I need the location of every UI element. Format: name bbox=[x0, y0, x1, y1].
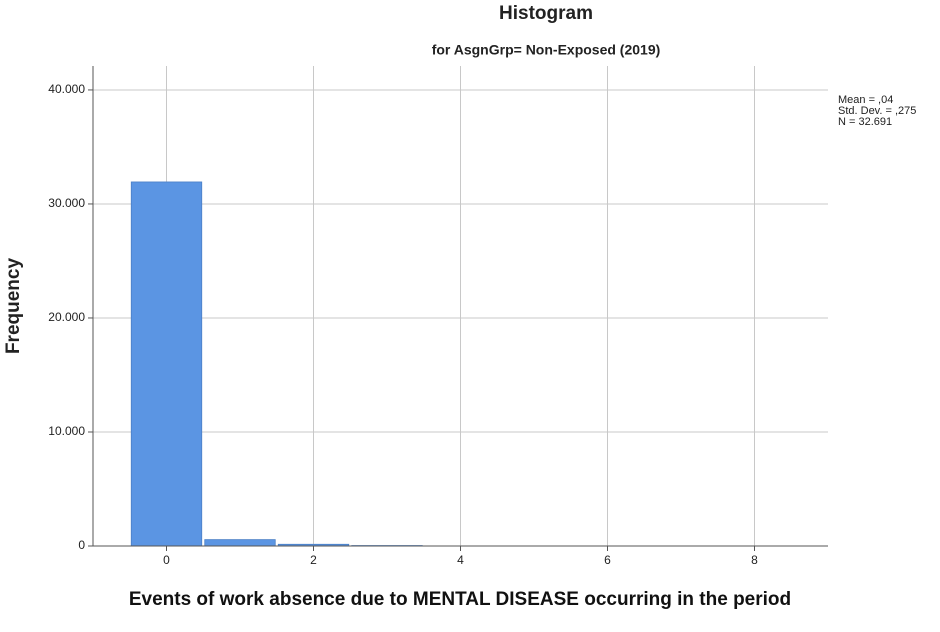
annotation: N = 32.691 bbox=[838, 116, 892, 128]
x-tick-label: 8 bbox=[751, 553, 758, 567]
chart-title: Histogram bbox=[499, 3, 593, 24]
bar bbox=[204, 539, 276, 547]
x-tick-label: 6 bbox=[604, 553, 611, 567]
y-tick-label: 40.000 bbox=[48, 82, 85, 96]
annotation: Mean = ,04 bbox=[838, 94, 893, 106]
y-tick-label: 0 bbox=[78, 538, 85, 552]
y-tick-label: 20.000 bbox=[48, 310, 85, 324]
x-tick-label: 2 bbox=[310, 553, 317, 567]
y-tick-label: 30.000 bbox=[48, 196, 85, 210]
y-tick-label: 10.000 bbox=[48, 424, 85, 438]
chart-subtitle: for AsgnGrp= Non-Exposed (2019) bbox=[432, 42, 661, 58]
x-tick-label: 0 bbox=[163, 553, 170, 567]
x-tick-label: 4 bbox=[457, 553, 464, 567]
y-axis-label: Frequency bbox=[3, 258, 24, 355]
x-axis-label: Events of work absence due to MENTAL DIS… bbox=[128, 589, 792, 610]
bar bbox=[130, 181, 203, 547]
annotation: Std. Dev. = ,275 bbox=[838, 105, 916, 117]
